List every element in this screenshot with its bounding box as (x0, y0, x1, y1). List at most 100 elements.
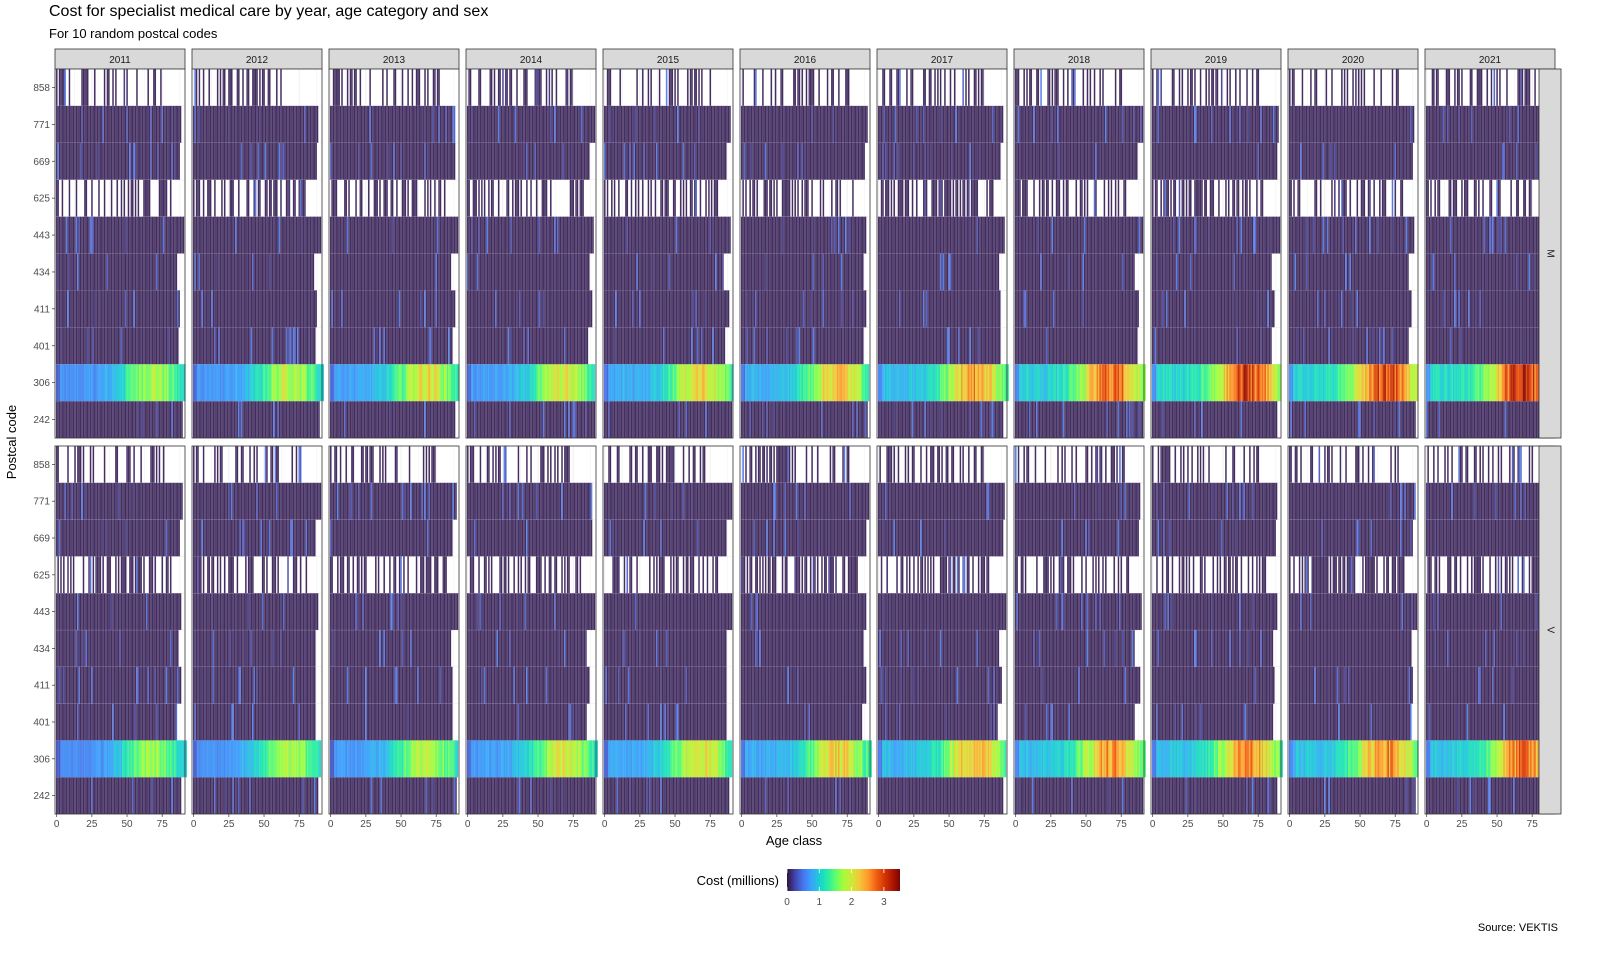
heatmap-cell (229, 253, 232, 291)
heatmap-cell (57, 253, 60, 291)
heatmap-cell (712, 327, 714, 365)
heatmap-cell (753, 290, 756, 328)
heatmap-cell (660, 364, 662, 402)
heatmap-cell (797, 401, 799, 439)
heatmap-cell (228, 364, 230, 402)
heatmap-cell (88, 290, 90, 328)
heatmap-cell (223, 364, 226, 402)
heatmap-cell (126, 216, 128, 254)
heatmap-cell (682, 401, 685, 439)
heatmap-cell (509, 105, 511, 143)
heatmap-cell (221, 327, 223, 365)
heatmap-cell (259, 142, 261, 180)
heatmap-cell (85, 290, 88, 328)
heatmap-cell (763, 179, 766, 217)
heatmap-cell (61, 401, 64, 439)
heatmap-cell (412, 142, 415, 180)
heatmap-cell (427, 364, 429, 402)
heatmap-cell (502, 142, 504, 180)
heatmap-cell (122, 327, 124, 365)
heatmap-cell (756, 290, 759, 328)
heatmap-cell (551, 290, 554, 328)
heatmap-cell (828, 401, 830, 439)
heatmap-cell (412, 105, 415, 143)
heatmap-cell (157, 401, 159, 439)
heatmap-cell (154, 290, 157, 328)
heatmap-cell (692, 142, 695, 180)
heatmap-cell (483, 327, 486, 365)
heatmap-cell (857, 253, 860, 291)
heatmap-cell (379, 216, 381, 254)
heatmap-cell (152, 253, 155, 291)
heatmap-cell (665, 364, 668, 402)
heatmap-cell (273, 290, 275, 328)
heatmap-cell (766, 327, 768, 365)
heatmap-cell (198, 364, 201, 402)
heatmap-cell (702, 327, 705, 365)
heatmap-cell (381, 253, 384, 291)
heatmap-cell (720, 364, 723, 402)
heatmap-cell (274, 401, 277, 439)
heatmap-cell (606, 327, 609, 365)
heatmap-cell (55, 216, 58, 254)
heatmap-cell (178, 290, 181, 328)
heatmap-cell (705, 327, 707, 365)
heatmap-cell (541, 364, 544, 402)
heatmap-cell (713, 216, 716, 254)
heatmap-cell (266, 253, 268, 291)
heatmap-cell (566, 290, 569, 328)
heatmap-cell (503, 142, 506, 180)
heatmap-cell (106, 290, 109, 328)
heatmap-cell (120, 105, 123, 143)
heatmap-cell (254, 364, 257, 402)
heatmap-cell (788, 142, 791, 180)
heatmap-cell (575, 105, 577, 143)
heatmap-cell (245, 364, 247, 402)
heatmap-cell (422, 216, 425, 254)
heatmap-cell (355, 68, 357, 106)
heatmap-cell (612, 401, 615, 439)
heatmap-cell (807, 364, 809, 402)
heatmap-cell (478, 216, 480, 254)
heatmap-cell (273, 142, 275, 180)
heatmap-cell (405, 327, 408, 365)
heatmap-cell (724, 364, 727, 402)
heatmap-cell (418, 401, 421, 439)
heatmap-cell (471, 364, 473, 402)
heatmap-cell (489, 290, 492, 328)
heatmap-cell (58, 290, 61, 328)
heatmap-cell (787, 327, 790, 365)
heatmap-cell (281, 364, 284, 402)
heatmap-cell (419, 105, 422, 143)
heatmap-cell (468, 364, 470, 402)
heatmap-cell (367, 327, 370, 365)
heatmap-cell (527, 216, 530, 254)
heatmap-cell (547, 216, 549, 254)
heatmap-cell (103, 179, 106, 217)
heatmap-cell (777, 216, 780, 254)
heatmap-cell (239, 327, 242, 365)
heatmap-cell (225, 401, 227, 439)
heatmap-cell (583, 105, 586, 143)
heatmap-cell (571, 327, 573, 365)
heatmap-cell (696, 401, 699, 439)
heatmap-cell (160, 253, 162, 291)
heatmap-cell (625, 401, 627, 439)
heatmap-cell (545, 105, 548, 143)
heatmap-cell (143, 179, 145, 217)
heatmap-cell (811, 216, 813, 254)
heatmap-cell (175, 253, 178, 291)
heatmap-cell (230, 105, 233, 143)
heatmap-cell (713, 327, 716, 365)
heatmap-cell (715, 401, 717, 439)
heatmap-cell (281, 327, 284, 365)
heatmap-cell (233, 253, 236, 291)
heatmap-cell (685, 179, 688, 217)
heatmap-cell (281, 105, 284, 143)
heatmap-cell (419, 142, 422, 180)
heatmap-cell (476, 290, 479, 328)
heatmap-cell (98, 142, 100, 180)
heatmap-cell (252, 290, 254, 328)
heatmap-cell (230, 216, 233, 254)
heatmap-cell (176, 290, 179, 328)
